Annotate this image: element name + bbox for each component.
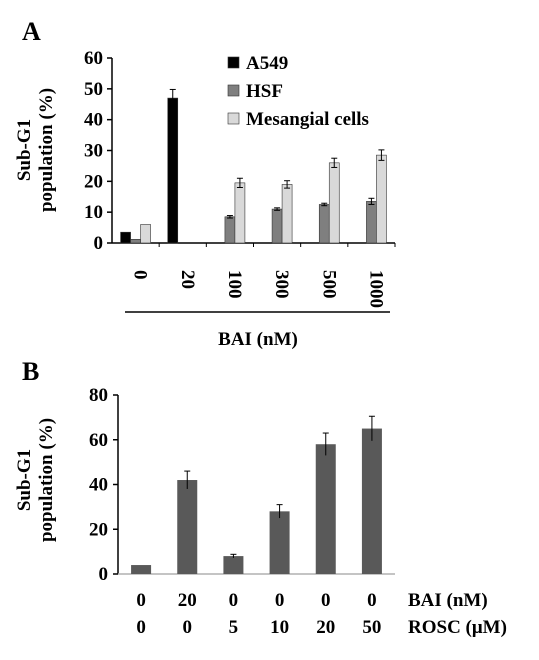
panel-b-condition-value: 0 bbox=[367, 590, 377, 611]
panel-a-bar-mesangial-cells bbox=[376, 154, 387, 244]
panel-b-ytick-label: 0 bbox=[99, 564, 109, 585]
panel-a-xtick-label: 0 bbox=[130, 270, 151, 280]
panel-b-row-label: ROSC (μM) bbox=[408, 617, 507, 638]
panel-a-bar-mesangial-cells bbox=[281, 184, 293, 244]
panel-b-bar bbox=[315, 444, 336, 574]
panel-b-condition-value: 0 bbox=[183, 617, 193, 638]
panel-a-ytick-label: 10 bbox=[84, 202, 103, 223]
panel-a-legend-swatch bbox=[227, 56, 240, 69]
panel-b-ytick-label: 60 bbox=[89, 430, 108, 451]
panel-a-bar-hsf bbox=[366, 201, 377, 244]
panel-b-condition-value: 0 bbox=[229, 590, 239, 611]
panel-a-ytick-label: 20 bbox=[84, 171, 103, 192]
panel-a-legend-label: A549 bbox=[246, 53, 288, 74]
panel-a-ytick-label: 30 bbox=[84, 141, 103, 162]
panel-a-xlabel: BAI (nM) bbox=[218, 329, 298, 350]
panel-a-xtick-label: 500 bbox=[318, 270, 339, 299]
panel-b-condition-value: 20 bbox=[178, 590, 197, 611]
panel-b-chart: Sub-G1 population (%) 0 20 40 60 80 0 20 0 0 0 0 BA… bbox=[14, 385, 507, 638]
panel-b-row-label: BAI (nM) bbox=[408, 590, 488, 611]
panel-b-ytick-label: 80 bbox=[89, 385, 108, 406]
panel-a-ytick-label: 60 bbox=[84, 48, 103, 69]
panel-a-bar-mesangial-cells bbox=[140, 224, 151, 244]
panel-a-chart: Sub-G1 population (%) BAI (nM) 0 10 20 30 40… bbox=[14, 48, 396, 350]
panel-b-condition-value: 5 bbox=[229, 617, 239, 638]
panel-a-bar-a549 bbox=[167, 97, 179, 244]
panel-a-bar-hsf bbox=[224, 216, 236, 244]
panel-b-bar bbox=[177, 480, 198, 574]
panel-b-ylabel-line1: Sub-G1 bbox=[14, 449, 35, 511]
panel-a-xtick-label: 100 bbox=[224, 270, 245, 299]
panel-a-bar-hsf bbox=[130, 239, 141, 244]
panel-b-condition-value: 10 bbox=[270, 617, 289, 638]
panel-a-bar-mesangial-cells bbox=[234, 182, 246, 244]
panel-a-xtick-label: 20 bbox=[177, 270, 198, 289]
panel-b-label: B bbox=[22, 357, 39, 386]
panel-b-ylabel-line2: population (%) bbox=[36, 418, 57, 542]
panel-a-label: A bbox=[22, 17, 41, 46]
panel-b-condition-value: 0 bbox=[136, 617, 146, 638]
panel-b-condition-value: 0 bbox=[275, 590, 285, 611]
panel-a-ytick-label: 40 bbox=[84, 110, 103, 131]
panel-a-ytick-label: 0 bbox=[94, 233, 104, 254]
panel-a-ylabel-line1: Sub-G1 bbox=[14, 119, 35, 181]
panel-a-legend-swatch bbox=[227, 112, 240, 125]
panel-b-ytick-label: 40 bbox=[89, 475, 108, 496]
panel-b-bar bbox=[269, 511, 290, 574]
panel-a-xtick-label: 1000 bbox=[365, 270, 386, 308]
panel-a-legend-label: HSF bbox=[246, 81, 283, 102]
panel-a-ylabel-line2: population (%) bbox=[36, 88, 57, 212]
panel-a-bar-hsf bbox=[318, 204, 330, 244]
panel-a-ytick-label: 50 bbox=[84, 79, 103, 100]
panel-b-condition-value: 20 bbox=[316, 617, 335, 638]
panel-a-bar-mesangial-cells bbox=[328, 162, 340, 244]
panel-a-legend-label: Mesangial cells bbox=[246, 109, 369, 130]
panel-b-ytick-label: 20 bbox=[89, 519, 108, 540]
panel-b-bar bbox=[223, 556, 244, 574]
panel-a-bar-a549 bbox=[120, 231, 131, 244]
panel-b-bar bbox=[361, 428, 382, 574]
panel-a-bar-hsf bbox=[271, 208, 283, 244]
panel-b-condition-value: 50 bbox=[362, 617, 381, 638]
panel-a-xtick-label: 300 bbox=[271, 270, 292, 299]
panel-b-condition-value: 0 bbox=[136, 590, 146, 611]
panel-b-condition-value: 0 bbox=[321, 590, 331, 611]
panel-b-bar bbox=[131, 565, 152, 574]
panel-a-legend-swatch bbox=[227, 84, 240, 97]
